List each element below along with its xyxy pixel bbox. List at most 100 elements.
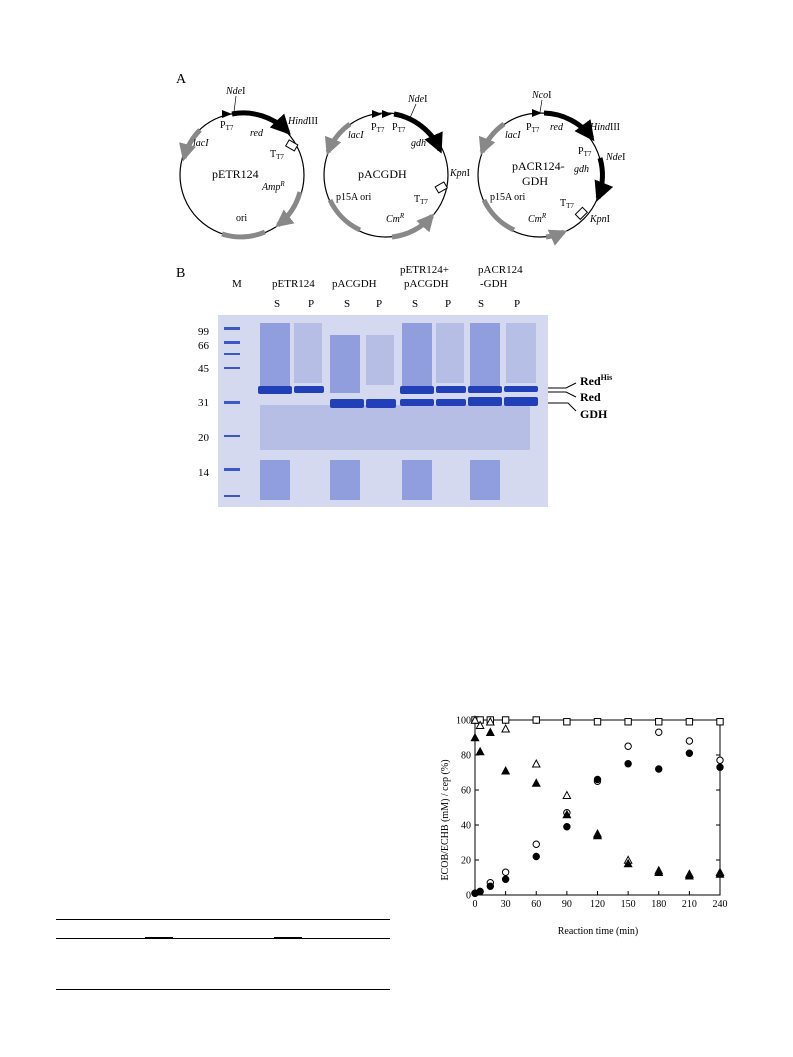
p3-site4-italic: Kpn [589,214,607,225]
data-point-open-square [624,718,632,726]
y-tick-label: 20 [461,856,471,867]
data-point-filled-circle [655,765,663,773]
p3-site2-roman: III [610,122,620,133]
data-point-filled-circle [593,775,602,784]
data-point-filled-circle [563,823,571,831]
p3-promoter1-sub: T7 [532,126,540,134]
data-point-filled-triangle [684,870,694,880]
data-point-filled-circle [624,760,632,768]
data-point-filled-triangle [470,732,480,742]
data-point-open-triangle [470,715,480,724]
p3-name-line2: GDH [522,174,548,188]
panel-a-label: A [176,72,187,87]
data-point-open-square [593,718,602,726]
svg-text:CmR: CmR [386,212,405,225]
data-point-open-square [685,718,694,726]
gel-group-3-line1: pETR124+ [400,264,449,276]
gel-group-2-line1: pACGDH [332,278,377,290]
x-tick-label: 90 [562,899,572,910]
p2-gene: gdh [411,138,426,149]
data-point-open-square [532,716,540,724]
data-point-open-triangle [501,723,511,733]
plasmid-maps: NdeI PT7 red HindIII TT7 lacI pETR124 Am… [179,86,625,246]
p3-cm: Cm [528,214,542,225]
x-tick-label: 180 [651,899,666,910]
lane-label-1: S [274,298,280,310]
mw-31: 31 [198,397,209,409]
lane-label-7: S [478,298,484,310]
data-point-filled-triangle [485,727,495,736]
data-point-open-circle [532,840,540,848]
svg-text:TT7: TT7 [414,194,428,206]
p2-promoter1: P [371,122,377,133]
chart-x-axis-label: Reaction time (min) [558,926,639,937]
data-point-open-triangle [531,758,541,768]
y-tick-label: 60 [461,786,471,797]
x-tick-label: 240 [713,899,728,910]
mw-45: 45 [198,363,210,375]
p3-gene2: gdh [574,164,589,175]
x-tick-label: 150 [621,899,636,910]
data-point-filled-triangle [531,778,541,787]
svg-text:TT7: TT7 [270,149,284,161]
lane-label-4: P [376,298,382,310]
p3-promoter2: P [578,146,584,157]
p3-promoter1: P [526,122,532,133]
gel-marker-label: M [232,278,242,290]
svg-text:CmR: CmR [528,212,547,225]
data-point-open-circle [624,742,632,750]
p3-name-line1: pACR124- [512,159,565,173]
svg-text:KpnI: KpnI [589,214,610,225]
mw-66: 66 [198,340,210,352]
p3-term-sub: T7 [566,202,574,210]
data-point-filled-triangle [562,809,572,819]
p1-ori: ori [236,213,247,224]
p2-ori: p15A ori [336,192,372,203]
data-point-filled-triangle [654,867,664,876]
p2-site1-italic: Nde [407,94,425,105]
p2-term-sub: T7 [420,198,428,206]
band-red: Red [580,390,601,404]
p3-gene1: red [550,122,564,133]
gel-group-4-line1: pACR124 [478,264,523,276]
p2-name: pACGDH [358,167,407,181]
gel-group-4-line2: -GDH [480,278,508,290]
p1-term: T [270,149,276,160]
p1-gene: red [250,128,264,139]
svg-text:PT7: PT7 [526,122,540,134]
band-gdh: GDH [580,407,608,421]
data-point-open-square [501,716,510,724]
plasmid-petr124: NdeI PT7 red HindIII TT7 lacI pETR124 Am… [179,86,318,240]
p3-term: T [560,198,566,209]
p3-lac: lacI [505,130,521,141]
p2-promoter1-sub: T7 [377,126,385,134]
p2-site2-roman: I [467,168,470,179]
table-col-rule-2 [274,937,302,939]
p1-site2-roman: III [308,116,318,127]
table-header-rule [56,938,390,939]
data-point-open-circle [655,728,663,736]
p1-lac: lacI [193,138,209,149]
mw-14: 14 [198,467,210,479]
sds-page-gel-figure: M pETR124 pACGDH pETR124+ pACGDH pACR124… [198,264,612,507]
data-point-open-triangle [485,716,495,726]
gel-group-3-line2: pACGDH [404,278,449,290]
p2-cm-sup: R [399,212,405,220]
x-tick-label: 0 [473,899,478,910]
data-point-open-square [716,718,724,726]
band-redhis: Red [580,374,601,388]
gel-group-1-line1: pETR124 [272,278,315,290]
data-point-open-circle [716,756,724,764]
p2-site2-italic: Kpn [449,168,467,179]
p3-site1-italic: Nco [531,90,548,101]
p1-amp-sup: R [279,180,285,188]
svg-text:HindIII: HindIII [287,116,318,127]
p3-ori: p15A ori [490,192,526,203]
p3-site1-roman: I [548,90,551,101]
svg-text:PT7: PT7 [578,146,592,158]
p1-site2-italic: Hind [287,116,309,127]
p2-promoter2-sub: T7 [398,126,406,134]
p1-site1-roman: I [242,86,245,97]
data-point-filled-circle [716,763,724,771]
data-point-open-square [655,718,663,726]
